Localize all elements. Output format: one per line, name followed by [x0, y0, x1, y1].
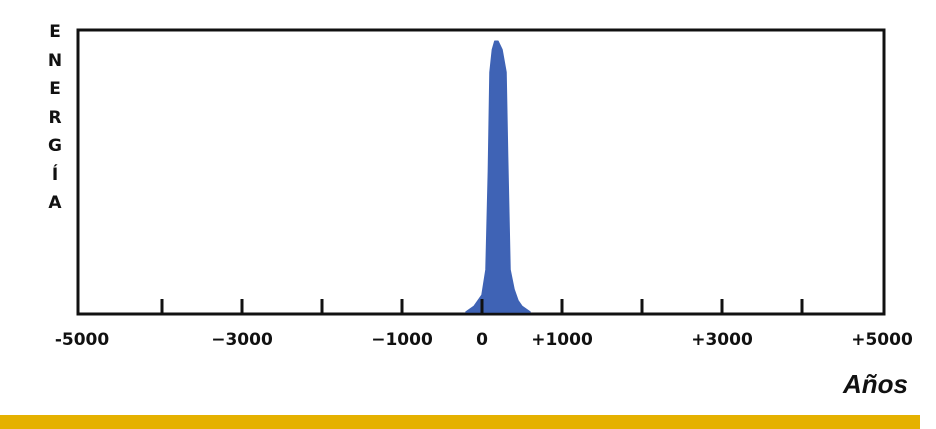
y-axis-label-letter: E [49, 79, 61, 99]
y-axis-label-letter: A [48, 193, 62, 213]
x-tick-label: +5000 [851, 330, 913, 350]
y-axis-label-letter: E [49, 22, 61, 42]
y-axis-label-letter: Í [51, 164, 59, 185]
x-tick-label: +3000 [691, 330, 753, 350]
bottom-accent-bar [0, 415, 920, 429]
x-tick-label: −1000 [371, 330, 433, 350]
y-axis-label-letter: G [48, 136, 62, 156]
x-tick-label: −3000 [211, 330, 273, 350]
energy-curve-area [465, 40, 531, 313]
x-axis-label: Años [843, 369, 908, 399]
x-tick-label: 0 [476, 330, 488, 350]
y-axis-label-letter: N [47, 50, 63, 71]
x-tick-label: -5000 [55, 330, 110, 350]
x-tick-label: +1000 [531, 330, 593, 350]
plot-frame [76, 28, 886, 316]
y-axis-label-letter: R [48, 107, 62, 128]
